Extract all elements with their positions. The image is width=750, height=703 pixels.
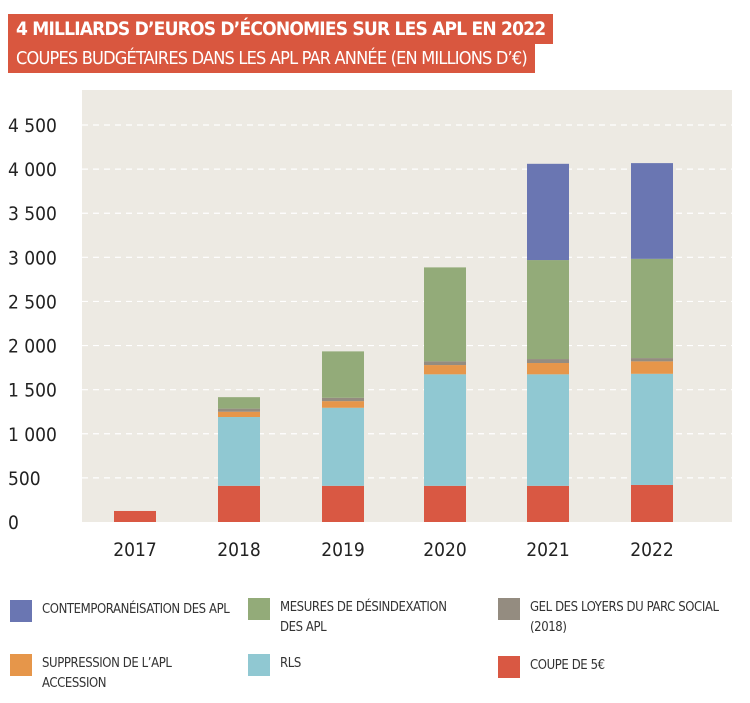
bar-segment — [424, 485, 466, 522]
legend-swatch — [10, 654, 32, 676]
legend-item-desindexation: MESURES DE DÉSINDEXATION DES APL — [248, 598, 470, 638]
bar-segment — [527, 374, 569, 486]
y-tick-label: 3 000 — [8, 247, 57, 269]
bar-segment — [424, 365, 466, 375]
bar-segment — [631, 373, 673, 485]
x-tick-label: 2020 — [423, 539, 467, 561]
bar-segment — [631, 163, 673, 259]
bar-segment — [527, 163, 569, 261]
plot-background — [82, 90, 732, 522]
bar-segment — [218, 411, 260, 418]
bar-segment — [631, 361, 673, 374]
y-tick-label: 0 — [8, 512, 19, 534]
bar-segment — [322, 351, 364, 398]
bar-segment — [322, 485, 364, 522]
x-tick-label: 2021 — [526, 539, 570, 561]
bar-segment — [322, 397, 364, 402]
legend-label: GEL DES LOYERS DU PARC SOCIAL (2018) — [530, 600, 719, 635]
bar-segment — [631, 258, 673, 359]
bar-segment — [218, 408, 260, 412]
legend-swatch — [498, 656, 520, 678]
bar-segment — [527, 359, 569, 364]
y-tick-label: 4 000 — [8, 159, 57, 181]
stacked-bar-chart: 0 500 1 000 1 500 2 000 2 500 3 000 3 500 4 000 4… — [8, 90, 732, 561]
y-tick-label: 4 500 — [8, 115, 57, 137]
y-tick-label: 2 500 — [8, 291, 57, 313]
bar-segment — [527, 485, 569, 522]
y-tick-label: 500 — [8, 468, 41, 490]
x-tick-label: 2019 — [321, 539, 365, 561]
legend-item-contemporaneisation: CONTEMPORANÉISATION DES APL — [10, 600, 232, 622]
legend-label: SUPPRESSION DE L’APL ACCESSION — [42, 656, 172, 691]
bar-segment — [114, 510, 156, 522]
bar-segment — [218, 485, 260, 522]
x-tick-label: 2018 — [217, 539, 261, 561]
bar-segment — [631, 358, 673, 362]
bar-segment — [424, 374, 466, 486]
legend-swatch — [248, 598, 270, 620]
bar-segment — [631, 484, 673, 522]
legend-swatch — [10, 600, 32, 622]
legend-label: MESURES DE DÉSINDEXATION DES APL — [280, 600, 447, 635]
bar-segment — [527, 363, 569, 375]
legend-label: CONTEMPORANÉISATION DES APL — [42, 602, 230, 617]
legend-item-coupe-5: COUPE DE 5€ — [498, 656, 720, 678]
legend-label: COUPE DE 5€ — [530, 658, 605, 673]
bar-segment — [218, 417, 260, 486]
chart-title: 4 MILLIARDS D’EUROS D’ÉCONOMIES SUR LES … — [8, 14, 554, 44]
x-tick-label: 2022 — [630, 539, 674, 561]
legend-swatch — [248, 654, 270, 676]
x-tick-label: 2017 — [113, 539, 157, 561]
y-tick-label: 3 500 — [8, 203, 57, 225]
y-tick-label: 2 000 — [8, 336, 57, 358]
y-tick-label: 1 500 — [8, 380, 57, 402]
chart-subtitle: COUPES BUDGÉTAIRES DANS LES APL PAR ANNÉ… — [8, 44, 535, 73]
legend-label: RLS — [280, 656, 301, 671]
bar-segment — [424, 267, 466, 362]
bar-segment — [218, 397, 260, 409]
y-tick-label: 1 000 — [8, 424, 57, 446]
bar-segment — [322, 401, 364, 408]
legend-item-suppression-accession: SUPPRESSION DE L’APL ACCESSION — [10, 654, 212, 694]
legend-item-rls: RLS — [248, 654, 470, 676]
legend-item-gel-loyers: GEL DES LOYERS DU PARC SOCIAL (2018) — [498, 598, 730, 638]
bar-segment — [424, 361, 466, 366]
bar-segment — [322, 407, 364, 486]
legend-swatch — [498, 598, 520, 620]
bar-segment — [527, 260, 569, 360]
